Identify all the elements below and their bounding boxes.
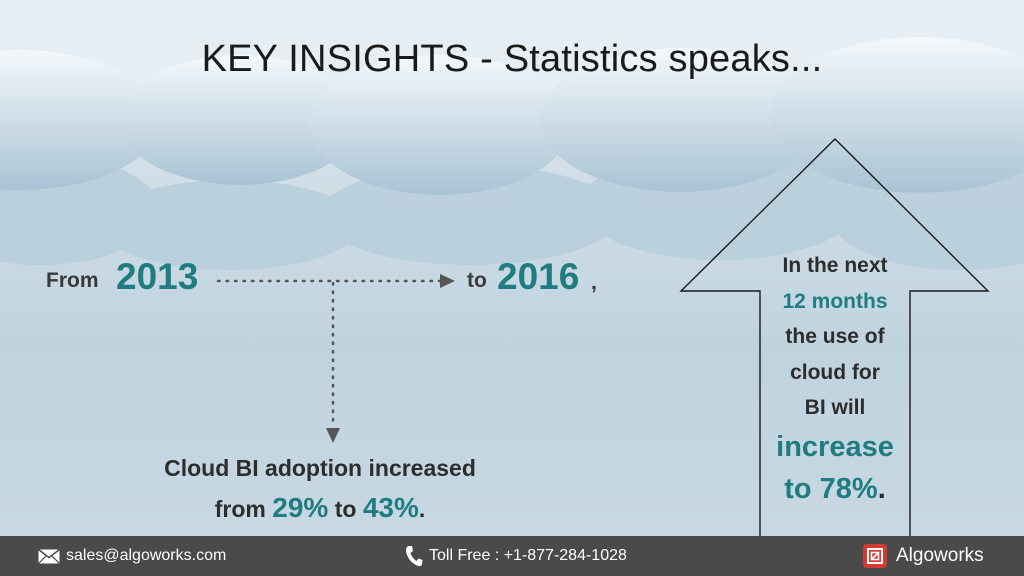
from-year: 2013 <box>116 256 199 297</box>
phone-icon <box>405 545 423 567</box>
callout-line-4: cloud for <box>790 360 880 384</box>
footer-email[interactable]: sales@algoworks.com <box>38 536 226 576</box>
callout-line-1: In the next <box>782 254 888 277</box>
footer-phone[interactable]: Toll Free : +1-877-284-1028 <box>405 536 627 576</box>
callout-line-5: BI will <box>804 396 866 419</box>
brand-name: Algoworks <box>896 545 984 566</box>
footer-phone-text: Toll Free : +1-877-284-1028 <box>429 547 627 564</box>
callout-period: . <box>877 472 886 505</box>
callout-line-3: the use of <box>785 325 885 348</box>
to-label: to <box>467 269 487 292</box>
stat-to-pct: 43% <box>362 492 419 523</box>
to-suffix: , <box>591 271 597 294</box>
stat-period: . <box>418 496 426 522</box>
timeline-dotted-arrow <box>216 279 442 427</box>
arrowhead-right <box>440 274 455 288</box>
callout-pct: to 78% <box>784 472 878 505</box>
callout-line-7: to 78%. <box>760 468 910 510</box>
footer-bar: sales@algoworks.com Toll Free : +1-877-2… <box>0 536 1024 576</box>
stat-from-pct: 29% <box>272 492 329 523</box>
footer-email-text: sales@algoworks.com <box>66 547 227 564</box>
from-label: From <box>46 269 99 292</box>
page-title: KEY INSIGHTS - Statistics speaks... <box>201 38 823 80</box>
to-year: 2016 <box>497 256 580 297</box>
stat-line-1: Cloud BI adoption increased <box>164 455 476 481</box>
footer-brand[interactable]: Algoworks <box>862 536 984 576</box>
adoption-stat: Cloud BI adoption increased from 29% to … <box>120 448 520 529</box>
mail-icon <box>38 548 60 564</box>
stat-from-word: from <box>214 496 266 522</box>
algoworks-logo-icon <box>862 543 888 569</box>
arrowhead-down <box>326 428 340 443</box>
callout-line-6: increase <box>776 430 894 463</box>
callout-line-2: 12 months <box>782 289 888 313</box>
stat-line-2: from 29% to 43%. <box>120 488 520 529</box>
forecast-callout: In the next 12 months the use of cloud f… <box>760 248 910 510</box>
clouds-decoration <box>0 0 1024 270</box>
stat-to-word: to <box>334 496 357 522</box>
